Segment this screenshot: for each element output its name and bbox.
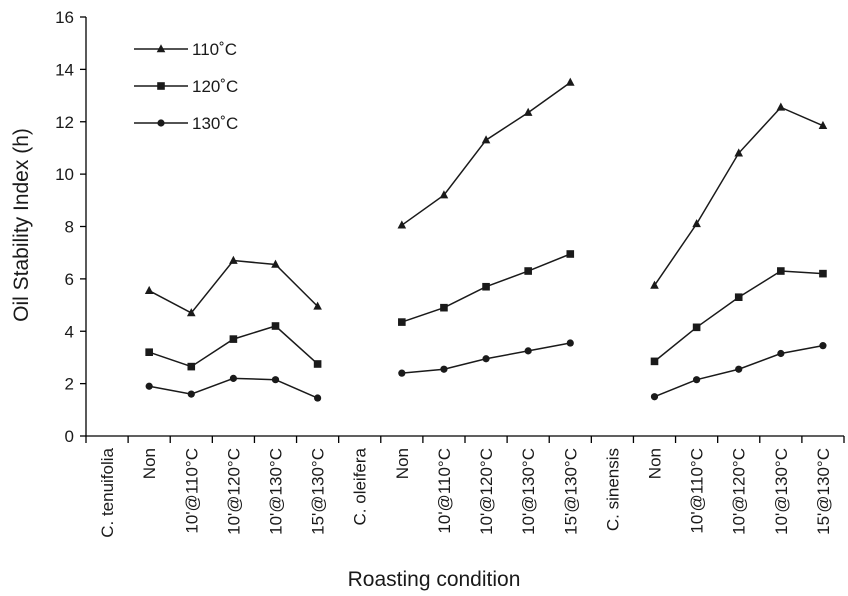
legend-label: 120˚C	[192, 77, 238, 96]
x-axis-ticks: C. tenuifolia Non 10'@110°C 10'@120°C 10'@13…	[85, 436, 845, 538]
legend: 110˚C 120˚C 130˚C	[134, 40, 238, 133]
data-point	[735, 365, 743, 373]
data-point	[524, 347, 532, 355]
data-point	[186, 308, 196, 317]
data-point	[482, 355, 490, 363]
series-layer	[144, 77, 828, 402]
series-circle	[145, 339, 827, 402]
data-point	[566, 250, 575, 258]
x-tick-label: 15'@130°C	[814, 448, 833, 535]
data-point	[734, 148, 744, 157]
data-point	[313, 360, 322, 368]
y-tick-label: 14	[55, 60, 74, 79]
y-tick-label: 2	[65, 375, 74, 394]
data-point	[566, 339, 574, 347]
data-point	[777, 267, 785, 275]
x-tick-label: 10'@130°C	[772, 448, 791, 535]
data-point	[692, 219, 701, 228]
data-point	[229, 335, 238, 343]
data-point	[145, 382, 153, 390]
series-line	[148, 325, 319, 368]
data-point	[440, 303, 448, 312]
legend-marker	[156, 44, 166, 53]
y-tick-label: 12	[55, 113, 74, 132]
x-tick-label: 10'@110°C	[435, 448, 454, 534]
y-tick-label: 0	[65, 427, 74, 446]
data-point	[439, 190, 449, 199]
data-point	[650, 393, 659, 401]
x-tick-label: 10'@120°C	[224, 448, 243, 535]
x-tick-label: C. oleifera	[351, 447, 370, 525]
x-tick-label: 15'@130°C	[309, 448, 328, 535]
data-point	[481, 135, 491, 144]
x-tick-label: 10'@120°C	[730, 448, 749, 535]
data-point	[818, 120, 828, 129]
data-point	[271, 376, 280, 384]
data-point	[776, 102, 786, 111]
data-point	[314, 394, 322, 402]
x-tick-label: 10'@110°C	[182, 448, 201, 534]
x-tick-label: 10'@130°C	[519, 448, 538, 535]
y-tick-label: 8	[65, 218, 74, 237]
x-tick-label: 15'@130°C	[561, 448, 580, 535]
x-tick-label: Non	[646, 448, 665, 479]
data-point	[229, 255, 238, 264]
x-tick-label: 10'@130°C	[267, 448, 286, 535]
data-point	[524, 267, 532, 275]
legend-marker	[157, 119, 165, 127]
x-axis-label: Roasting condition	[348, 568, 521, 591]
x-tick-label: C. tenuifolia	[98, 447, 117, 537]
y-axis-ticks: 0 2 4 6 8 10 12 14 16	[55, 8, 86, 446]
data-point	[440, 365, 448, 373]
y-tick-label: 10	[55, 165, 74, 184]
y-axis-label: Oil Stability Index (h)	[10, 128, 33, 322]
data-point	[819, 342, 827, 350]
legend-label: 130˚C	[192, 114, 238, 133]
data-point	[482, 282, 490, 291]
y-tick-label: 4	[65, 322, 74, 341]
series-line	[654, 270, 823, 362]
data-point	[145, 348, 153, 356]
series-triangle	[144, 77, 828, 317]
data-point	[313, 301, 322, 310]
series-line	[653, 106, 824, 286]
series-line	[148, 259, 319, 314]
series-square	[145, 250, 827, 371]
x-tick-label: C. sinensis	[603, 448, 622, 531]
data-point	[187, 362, 196, 371]
legend-marker	[157, 82, 165, 90]
data-point	[693, 376, 701, 384]
legend-label: 110˚C	[192, 40, 237, 59]
y-tick-label: 16	[55, 8, 74, 27]
data-point	[565, 77, 575, 86]
data-point	[777, 349, 785, 358]
data-point	[734, 293, 743, 302]
data-point	[650, 280, 659, 289]
series-line	[401, 81, 571, 226]
data-point	[692, 323, 701, 332]
x-tick-label: Non	[393, 448, 412, 479]
x-tick-label: 10'@120°C	[477, 448, 496, 535]
data-point	[229, 374, 237, 382]
data-point	[819, 269, 827, 278]
data-point	[397, 220, 407, 229]
data-point	[398, 318, 406, 326]
data-point	[523, 107, 533, 116]
data-point	[187, 390, 195, 398]
data-point	[650, 357, 659, 366]
data-point	[398, 369, 406, 377]
x-tick-label: 10'@110°C	[688, 448, 707, 534]
data-point	[271, 259, 280, 268]
data-point	[271, 322, 280, 330]
y-tick-label: 6	[65, 270, 74, 289]
x-tick-label: Non	[140, 448, 159, 479]
data-point	[144, 285, 154, 294]
